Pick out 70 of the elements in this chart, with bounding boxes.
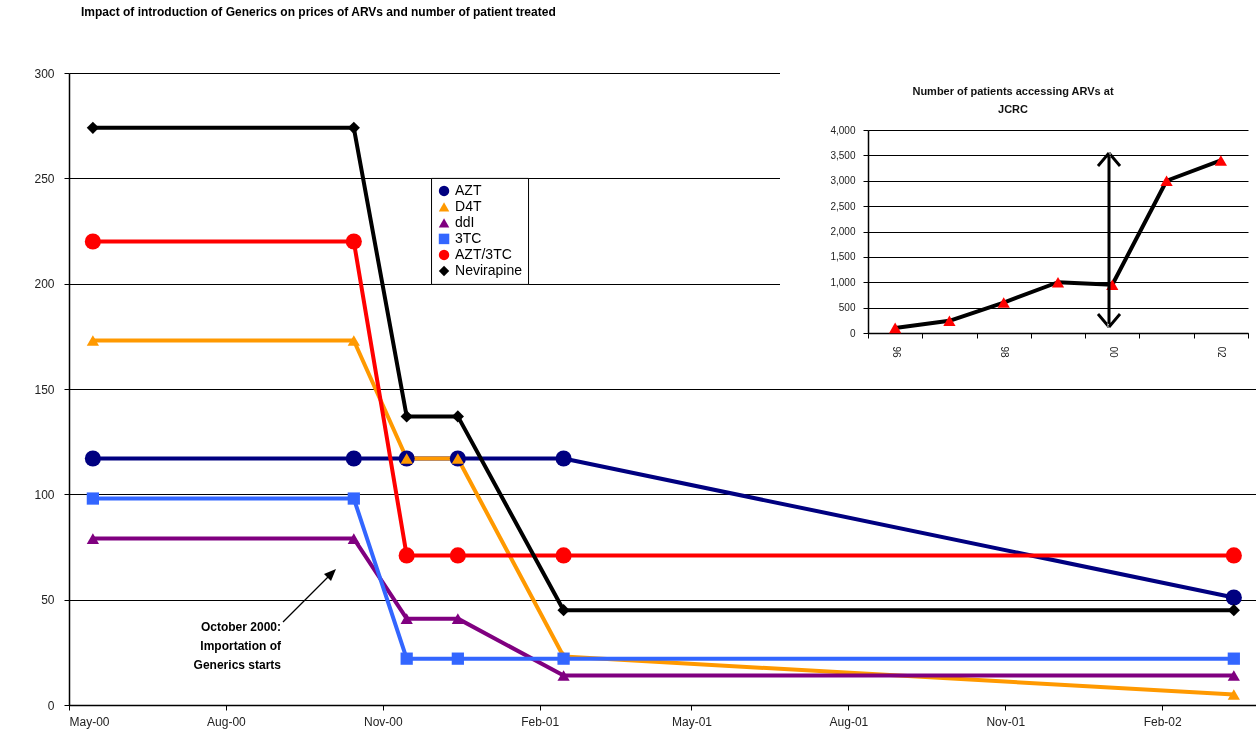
y-tick-label: 100 (34, 487, 55, 502)
point (347, 492, 360, 505)
x-tick-label: Feb-01 (521, 714, 560, 729)
y-tick-label: 3,500 (830, 149, 856, 161)
point (84, 233, 101, 250)
point (1225, 589, 1242, 606)
y-tick-label: 500 (838, 302, 856, 314)
y-tick-label: 300 (34, 66, 55, 81)
x-tick-label: 98 (999, 346, 1011, 359)
point (398, 547, 415, 564)
point (86, 533, 99, 544)
x-tick-label: Feb-02 (1143, 714, 1183, 729)
y-tick-label: 50 (41, 593, 55, 608)
point (347, 533, 360, 544)
legend-label: Nevirapine (455, 261, 523, 278)
point (84, 450, 101, 467)
point (557, 670, 570, 681)
annotation: October 2000: Importation of Generics starts (193, 620, 282, 672)
point (555, 547, 572, 564)
y-tick-label: 150 (34, 382, 55, 397)
chart-title: Impact of introduction of Generics on prices of ARVs and number of patient treated (81, 5, 556, 19)
legend-label: 3TC (455, 229, 482, 246)
point (1051, 276, 1065, 288)
point (86, 492, 99, 505)
y-tick-label: 1,500 (830, 251, 856, 263)
point (86, 335, 99, 346)
point (1160, 175, 1173, 187)
x-tick-label: Aug-00 (207, 714, 247, 729)
x-tick-label: Nov-00 (363, 714, 403, 729)
point (400, 652, 413, 665)
point (889, 322, 902, 334)
x-tick-label: May-00 (69, 714, 110, 729)
y-tick-label: 2,000 (830, 226, 856, 237)
x-tick-label: 96 (890, 346, 902, 359)
point (345, 450, 362, 467)
x-tick-label: Nov-01 (986, 714, 1026, 729)
point (449, 547, 466, 564)
point (943, 315, 956, 327)
x-tick-label: May-01 (671, 714, 713, 729)
y-tick-label: 0 (47, 698, 55, 713)
y-tick-label: 4,000 (830, 124, 856, 136)
point (451, 613, 464, 624)
y-tick-label: 2,500 (830, 200, 856, 212)
point (1225, 547, 1242, 564)
point (555, 450, 572, 467)
y-tick-label: 0 (849, 327, 856, 339)
x-tick-label: Aug-01 (829, 714, 869, 729)
x-tick-label: 00 (1107, 346, 1119, 359)
point (1227, 652, 1240, 665)
point (1227, 689, 1240, 700)
point (451, 652, 464, 665)
point (1227, 670, 1240, 681)
point (86, 121, 99, 134)
point (997, 297, 1010, 308)
y-tick-label: 1,000 (830, 276, 856, 288)
point (557, 604, 570, 617)
y-tick-label: 3,000 (830, 175, 856, 187)
point (400, 613, 413, 624)
legend-label: AZT/3TC (455, 245, 512, 262)
point (400, 410, 413, 423)
y-tick-label: 250 (34, 171, 55, 186)
point (1214, 155, 1227, 166)
point (345, 233, 362, 250)
legend-label: D4T (455, 197, 482, 214)
chart-title: Number of patients accessing ARVs at JCRC (912, 85, 1114, 115)
legend-label: ddI (455, 213, 475, 230)
legend-label: AZT (455, 181, 482, 198)
y-tick-label: 200 (34, 277, 55, 292)
x-tick-label: 02 (1216, 346, 1228, 359)
point (347, 335, 360, 346)
